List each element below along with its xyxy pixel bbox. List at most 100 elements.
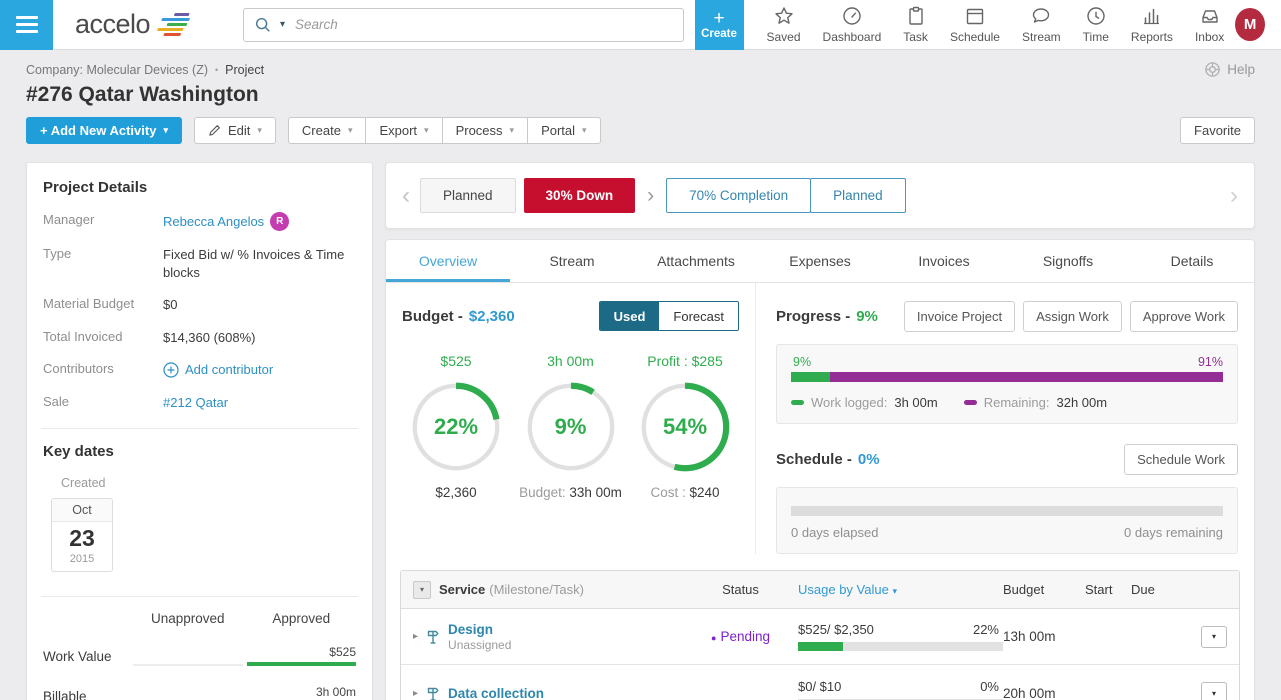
usage-amount: $525/ $2,350	[798, 622, 874, 637]
add-contributor-link[interactable]: Add contributor	[163, 361, 356, 379]
star-icon	[774, 7, 793, 24]
service-column-header[interactable]: Service	[439, 582, 486, 597]
caret-down-icon: ▾	[424, 125, 429, 135]
tab-stream[interactable]: Stream	[549, 253, 595, 269]
row-actions-dropdown-button[interactable]: ▾	[1201, 682, 1227, 700]
caret-down-icon: ▾	[257, 125, 262, 135]
contributors-label: Contributors	[43, 361, 114, 377]
add-new-activity-button[interactable]: + Add New Activity ▾	[26, 117, 182, 144]
expand-row-icon[interactable]: ▸	[413, 631, 419, 642]
status-badge[interactable]: ● Pending	[711, 629, 770, 644]
progress-logged-percent: 9%	[793, 355, 812, 369]
created-year: 2015	[69, 553, 95, 566]
search-scope-caret-icon[interactable]: ▾	[280, 19, 286, 30]
purple-legend-swatch	[963, 400, 977, 405]
nav-item-task[interactable]: Task	[892, 0, 939, 50]
status-step-current[interactable]: 30% Down	[523, 178, 636, 213]
progress-bar	[791, 372, 1223, 382]
progress-bar-logged-segment	[791, 372, 830, 382]
nav-item-saved[interactable]: Saved	[756, 0, 812, 50]
status-step-previous[interactable]: Planned	[420, 178, 516, 213]
tab-expenses[interactable]: Expenses	[789, 253, 851, 269]
row-actions-dropdown-button[interactable]: ▾	[1201, 625, 1227, 648]
help-button[interactable]: Help	[1204, 61, 1255, 78]
export-menu-button[interactable]: Export ▾	[365, 117, 443, 144]
unapproved-column-label: Unapproved	[150, 611, 225, 627]
portal-menu-button[interactable]: Portal ▾	[527, 117, 601, 144]
approve-work-button[interactable]: Approve Work	[1129, 301, 1238, 332]
stepper-next-chevron-icon[interactable]: ›	[1230, 181, 1238, 209]
search-icon[interactable]	[254, 16, 272, 34]
create-button[interactable]: + Create	[694, 0, 744, 50]
budget-cell: 20h 00m	[1003, 685, 1056, 700]
status-step-next-planned[interactable]: Planned	[810, 178, 906, 213]
nav-item-time[interactable]: Time	[1072, 0, 1120, 50]
sale-link[interactable]: #212 Qatar	[163, 394, 229, 410]
donut-center-percent: 54%	[662, 414, 708, 439]
top-navigation-bar: accelo ▾ + Create Saved Dashboard Task	[0, 0, 1281, 50]
tab-attachments[interactable]: Attachments	[657, 253, 735, 269]
budget-column-header[interactable]: Budget	[1003, 582, 1045, 597]
tab-invoices[interactable]: Invoices	[918, 253, 970, 269]
caret-down-icon: ▾	[347, 125, 353, 135]
donut-top-label: 3h 00m	[547, 353, 594, 369]
usage-percent: 22%	[972, 622, 999, 637]
pencil-icon	[209, 125, 220, 136]
secondary-actions-group: Create ▾ Export ▾ Process ▾ Portal ▾	[287, 117, 601, 144]
inbox-icon	[1201, 10, 1218, 23]
usage-column-header[interactable]: Usage by Value ▾	[798, 582, 897, 597]
budget-cell: 13h 00m	[1003, 629, 1056, 644]
milestone-icon	[427, 630, 439, 644]
stepper-prev-chevron-icon[interactable]: ‹	[402, 181, 410, 209]
breadcrumb-page: Project	[225, 62, 265, 77]
nav-item-inbox[interactable]: Inbox	[1184, 0, 1235, 50]
breadcrumb-company[interactable]: Company: Molecular Devices (Z)	[26, 62, 208, 77]
assign-work-button[interactable]: Assign Work	[1023, 301, 1122, 332]
nav-item-reports[interactable]: Reports	[1120, 0, 1184, 50]
caret-down-icon: ▾	[1211, 632, 1216, 641]
nav-item-stream[interactable]: Stream	[1011, 0, 1072, 50]
donut-ring	[526, 382, 615, 472]
budget-amount[interactable]: $2,360	[468, 307, 515, 325]
service-name-link[interactable]: Design	[448, 621, 494, 637]
service-name-link[interactable]: Data collection	[448, 685, 545, 700]
usage-percent: 0%	[980, 678, 999, 694]
budget-title: Budget -	[402, 307, 463, 325]
tab-signoffs[interactable]: Signoffs	[1042, 253, 1094, 269]
breadcrumb-separator: •	[215, 64, 219, 75]
manager-link[interactable]: Rebecca Angelos	[163, 213, 265, 229]
nav-item-dashboard[interactable]: Dashboard	[812, 0, 893, 50]
start-column-header[interactable]: Start	[1085, 582, 1113, 597]
manager-avatar[interactable]: R	[270, 212, 290, 231]
legend-work-logged: Work logged: 3h 00m	[791, 395, 938, 410]
milestone-icon	[427, 687, 439, 700]
usage-cell: $0/ $10 0%	[798, 679, 1003, 700]
edit-button[interactable]: Edit ▾	[193, 117, 276, 144]
progress-title: Progress -	[776, 308, 851, 325]
invoice-project-button[interactable]: Invoice Project	[903, 301, 1016, 332]
status-column-header[interactable]: Status	[722, 582, 759, 597]
create-menu-button[interactable]: Create ▾	[287, 117, 367, 144]
days-remaining-label: 0 days remaining	[1124, 525, 1223, 540]
search-input[interactable]	[295, 17, 673, 32]
accelo-logo[interactable]: accelo	[75, 9, 243, 40]
toggle-used[interactable]: Used	[599, 302, 660, 330]
process-menu-button[interactable]: Process ▾	[441, 117, 529, 144]
nav-item-schedule[interactable]: Schedule	[939, 0, 1011, 50]
table-collapse-button[interactable]: ▾	[413, 580, 431, 599]
toggle-forecast[interactable]: Forecast	[659, 302, 738, 330]
due-column-header[interactable]: Due	[1131, 582, 1155, 597]
schedule-title: Schedule -	[776, 451, 852, 468]
user-avatar[interactable]: M	[1235, 8, 1265, 41]
tab-details[interactable]: Details	[1170, 253, 1214, 269]
hamburger-menu-button[interactable]	[0, 0, 53, 50]
approved-column-label: Approved	[272, 611, 331, 627]
tab-overview[interactable]: Overview	[386, 240, 510, 282]
favorite-button[interactable]: Favorite	[1180, 117, 1255, 144]
expand-row-icon[interactable]: ▸	[413, 687, 419, 699]
schedule-bar-box: 0 days elapsed 0 days remaining	[776, 487, 1238, 554]
donut-bottom-value: $240	[689, 485, 720, 500]
stepper-arrow-icon: ›	[647, 183, 655, 207]
status-step-next-completion[interactable]: 70% Completion	[666, 178, 812, 213]
schedule-work-button[interactable]: Schedule Work	[1124, 444, 1238, 475]
